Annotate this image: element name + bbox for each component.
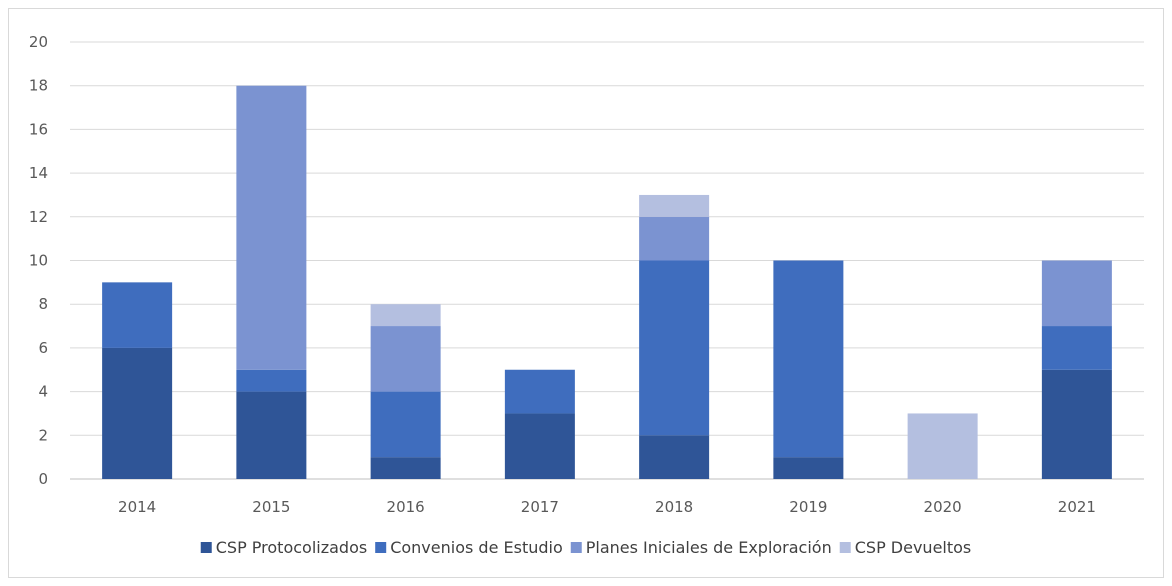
bar-segment	[102, 282, 173, 348]
bar-segment	[1041, 326, 1112, 370]
bar-segment	[236, 85, 307, 370]
y-axis-ticks: 0 2 4 6 8 10 12 14 16 18 20	[29, 33, 48, 488]
bar-segment	[370, 304, 441, 327]
bar-segment	[1041, 260, 1112, 327]
x-tick-label: 2019	[789, 498, 827, 516]
x-tick-label: 2018	[655, 498, 693, 516]
bars	[102, 85, 1112, 479]
bar-segment	[370, 326, 441, 392]
legend-item: CSP Devueltos	[839, 538, 972, 557]
y-tick-label: 10	[29, 252, 48, 270]
gridlines	[70, 41, 1144, 480]
x-tick-label: 2015	[252, 498, 290, 516]
bar-segment	[504, 369, 575, 414]
y-tick-label: 20	[29, 33, 48, 51]
y-tick-label: 12	[29, 208, 48, 226]
bar-segment	[773, 260, 844, 458]
legend-swatch	[839, 542, 851, 553]
legend-label: CSP Devueltos	[855, 538, 972, 557]
x-tick-label: 2017	[521, 498, 559, 516]
bar-segment	[639, 216, 710, 261]
bar-segment	[102, 347, 173, 479]
legend-item: Convenios de Estudio	[375, 538, 563, 557]
legend: CSP Protocolizados Convenios de Estudio Pl…	[200, 538, 972, 557]
y-tick-label: 16	[29, 120, 48, 138]
x-tick-label: 2016	[387, 498, 425, 516]
y-tick-label: 18	[29, 77, 48, 95]
bar-segment	[504, 413, 575, 479]
y-tick-label: 6	[38, 339, 48, 357]
legend-item: Planes Iniciales de Exploración	[570, 538, 832, 557]
x-axis-ticks: 2014 2015 2016 2017 2018 2019 2020 2021	[118, 498, 1096, 516]
legend-swatch	[375, 542, 387, 553]
legend-label: CSP Protocolizados	[216, 538, 367, 557]
x-tick-label: 2021	[1058, 498, 1096, 516]
legend-label: Convenios de Estudio	[390, 538, 563, 557]
y-tick-label: 8	[38, 295, 48, 313]
legend-label: Planes Iniciales de Exploración	[586, 538, 832, 557]
bar-segment	[773, 457, 844, 479]
y-tick-label: 4	[38, 383, 48, 401]
bar-segment	[639, 194, 710, 217]
bar-segment	[639, 435, 710, 479]
chart-frame	[8, 8, 1164, 578]
legend-swatch	[200, 542, 212, 553]
legend-item: CSP Protocolizados	[200, 538, 367, 557]
x-tick-label: 2014	[118, 498, 156, 516]
bar-segment	[639, 260, 710, 436]
y-tick-label: 14	[29, 164, 48, 182]
bar-segment	[1041, 369, 1112, 479]
y-tick-label: 0	[38, 470, 48, 488]
x-tick-label: 2020	[924, 498, 962, 516]
y-tick-label: 2	[38, 426, 48, 444]
bar-segment	[236, 369, 307, 392]
bar-segment	[370, 391, 441, 458]
legend-swatch	[570, 542, 582, 553]
bar-segment	[236, 391, 307, 479]
bar-segment	[370, 457, 441, 479]
bar-segment	[907, 413, 978, 479]
